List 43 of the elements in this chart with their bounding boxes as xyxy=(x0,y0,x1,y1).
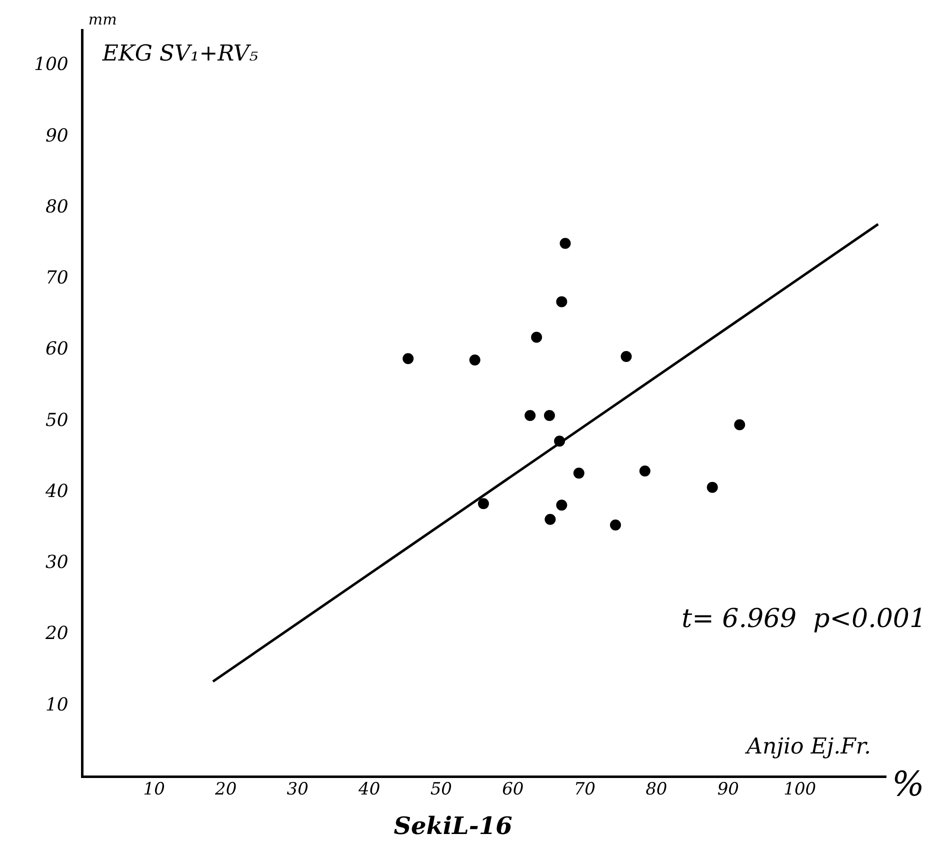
x-tick-label: 70 xyxy=(574,779,596,800)
point xyxy=(402,353,414,364)
text: SekiL-16 xyxy=(394,810,513,840)
y-tick-label: 10 xyxy=(45,694,68,716)
y-tick-label: 100 xyxy=(34,54,68,76)
point xyxy=(544,410,555,421)
text: % xyxy=(892,764,924,805)
x-tick-label: 100 xyxy=(784,779,816,800)
y-tick-label: 60 xyxy=(45,338,68,360)
point xyxy=(734,419,746,430)
point xyxy=(610,520,621,531)
y-tick-label: 80 xyxy=(45,196,68,218)
point xyxy=(560,238,571,249)
point xyxy=(524,410,536,421)
point xyxy=(573,468,584,479)
y-tick-label: 50 xyxy=(45,410,68,431)
x-axis-title: Anjio Ej.Fr. xyxy=(744,734,871,760)
point xyxy=(531,332,542,343)
y-tick-label: 20 xyxy=(44,623,68,644)
point xyxy=(639,465,650,476)
x-tick-label: 50 xyxy=(430,779,452,800)
point xyxy=(469,354,480,366)
point xyxy=(556,500,568,511)
x-tick-label: 90 xyxy=(717,779,740,800)
x-tick-label: 30 xyxy=(286,779,309,800)
point xyxy=(554,436,566,447)
x-tick-label: 20 xyxy=(214,779,237,800)
point xyxy=(544,514,556,525)
point xyxy=(478,498,489,510)
y-axis-title: EKG SV₁+RV₅ xyxy=(101,42,258,67)
point xyxy=(620,350,632,362)
point xyxy=(556,296,568,308)
x-tick-label: 80 xyxy=(646,779,668,800)
text: mm xyxy=(88,10,117,28)
x-tick-label: 60 xyxy=(502,779,524,800)
x-tick-label: 40 xyxy=(358,779,380,800)
y-tick-label: 30 xyxy=(45,552,68,574)
y-tick-label: 70 xyxy=(45,268,68,289)
point xyxy=(706,482,718,493)
annotation: t= 6.969 p<0.001 xyxy=(682,604,926,634)
x-tick-label: 10 xyxy=(143,779,166,800)
y-tick-label: 90 xyxy=(45,125,68,146)
y-tick-label: 40 xyxy=(44,480,68,502)
